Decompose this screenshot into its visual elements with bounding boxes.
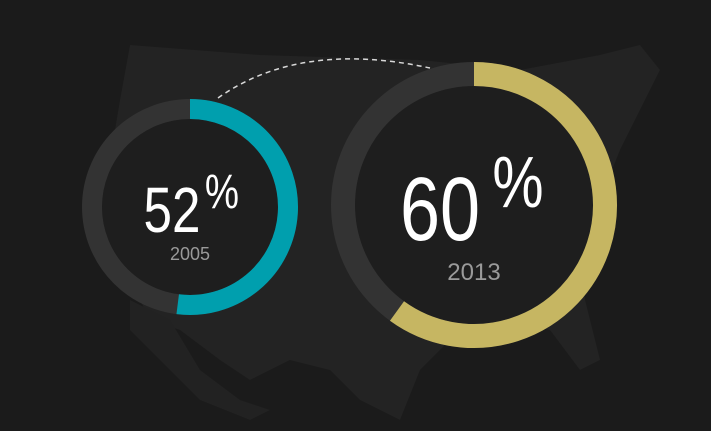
value-label: 60 [400, 159, 480, 259]
year-label: 2013 [447, 259, 500, 286]
unit-label: % [492, 142, 543, 223]
donut-center [102, 119, 278, 295]
value-label: 52 [144, 176, 201, 247]
map-alaska [130, 300, 270, 420]
connector-arc [217, 58, 431, 99]
donut-arc [176, 99, 298, 315]
donut-arc [389, 62, 617, 348]
year-label: 2005 [170, 244, 210, 264]
donut-center [355, 86, 593, 324]
unit-label: % [205, 166, 239, 219]
